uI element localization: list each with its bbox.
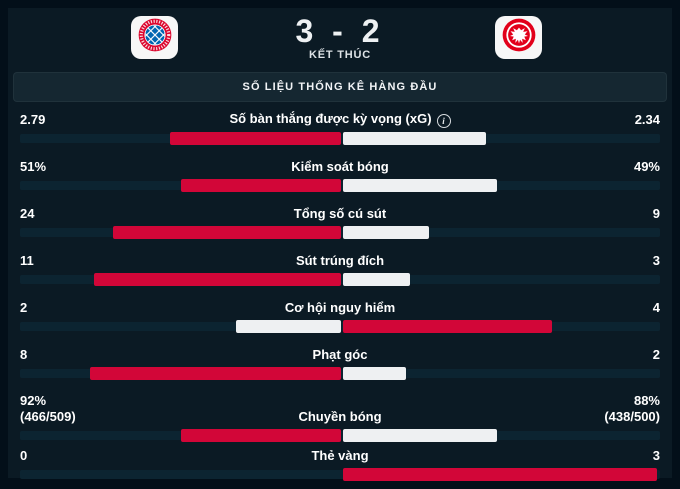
stat-row: 11 Sút trúng đích 3 xyxy=(8,247,672,294)
stat-home-main: 0 xyxy=(20,448,28,463)
stat-row: 2.79 Số bàn thắng được kỳ vọng (xG) i 2.34 xyxy=(8,106,672,153)
stat-bar-away xyxy=(343,132,486,145)
stat-label: Số bàn thắng được kỳ vọng (xG) i xyxy=(8,111,672,128)
stat-label: Thẻ vàng xyxy=(311,448,369,463)
stat-row: 2 Cơ hội nguy hiểm 4 xyxy=(8,294,672,341)
stats-rows: 2.79 Số bàn thắng được kỳ vọng (xG) i 2.34 5… xyxy=(8,106,672,489)
stat-bar-home xyxy=(236,320,341,333)
stat-bar xyxy=(20,468,660,482)
stat-bar-away xyxy=(343,320,552,333)
stat-label: Kiểm soát bóng xyxy=(291,159,389,174)
stat-bar-away xyxy=(343,179,497,192)
stat-home-value: 24 xyxy=(20,206,34,222)
stat-away-value: 49% xyxy=(634,159,660,175)
stat-bar-away xyxy=(343,273,410,286)
stat-bar xyxy=(20,367,660,381)
stat-bar-home xyxy=(113,226,341,239)
stat-away-main: 3 xyxy=(652,448,660,463)
stat-bar xyxy=(20,273,660,287)
stat-home-value: 2.79 xyxy=(20,112,45,128)
stat-bar xyxy=(20,429,660,443)
stat-away-main: 49% xyxy=(633,159,660,174)
stat-home-sub: (466/509) xyxy=(20,409,76,424)
stat-home-main: 92% xyxy=(20,393,47,408)
stat-bar-home xyxy=(170,132,341,145)
stat-away-sub: (438/500) xyxy=(604,409,660,424)
stat-label: Sút trúng đích xyxy=(295,253,385,268)
stat-row: 8 Phạt góc 2 xyxy=(8,341,672,388)
stat-away-main: 9 xyxy=(652,206,660,221)
bayern-munich-crest-icon xyxy=(136,16,174,59)
info-icon[interactable]: i xyxy=(436,114,451,128)
match-stats-widget: 3 - 2 KẾT THÚC SỐ LIỆU THỐNG KÊ HÀNG ĐẦU… xyxy=(8,8,672,481)
scoreboard: 3 - 2 KẾT THÚC xyxy=(8,12,672,70)
stat-away-value: 88% (438/500) xyxy=(604,393,660,425)
stat-home-value: 11 xyxy=(20,253,34,269)
stat-home-main: 51% xyxy=(20,159,47,174)
stats-section-header: SỐ LIỆU THỐNG KÊ HÀNG ĐẦU xyxy=(13,72,667,102)
stat-away-value: 9 xyxy=(653,206,660,222)
stat-label: Tổng số cú sút xyxy=(293,206,387,221)
away-team-logo[interactable] xyxy=(495,16,542,59)
stat-row: 51% Kiểm soát bóng 49% xyxy=(8,153,672,200)
stat-bar xyxy=(20,132,660,146)
stat-bar-away xyxy=(343,429,497,442)
stat-label: Cơ hội nguy hiểm xyxy=(284,300,396,315)
stat-home-main: 2 xyxy=(20,300,28,315)
stat-home-value: 0 xyxy=(20,448,27,464)
stat-bar-away xyxy=(343,367,406,380)
match-status: KẾT THÚC xyxy=(308,49,371,61)
stat-bar xyxy=(20,320,660,334)
stat-away-main: 4 xyxy=(652,300,660,315)
stat-away-value: 3 xyxy=(653,448,660,464)
stat-home-main: 11 xyxy=(20,253,34,268)
stat-row: 24 Tổng số cú sút 9 xyxy=(8,200,672,247)
stat-bar-home xyxy=(90,367,341,380)
stat-home-value: 2 xyxy=(20,300,27,316)
stat-away-value: 2.34 xyxy=(635,112,660,128)
stat-row: 92% (466/509) Chuyền bóng 88% (438/500) xyxy=(8,388,672,442)
stat-away-main: 2 xyxy=(652,347,660,362)
stat-home-main: 2.79 xyxy=(20,112,46,127)
stat-label: Chuyền bóng xyxy=(298,409,382,424)
stat-away-main: 3 xyxy=(652,253,660,268)
stat-away-value: 2 xyxy=(653,347,660,363)
stat-away-value: 4 xyxy=(653,300,660,316)
stat-bar xyxy=(20,226,660,240)
stat-label: Phạt góc xyxy=(312,347,368,362)
stat-away-main: 88% xyxy=(633,393,660,408)
stats-section-title: SỐ LIỆU THỐNG KÊ HÀNG ĐẦU xyxy=(242,81,438,93)
stat-bar-home xyxy=(94,273,341,286)
home-team-logo[interactable] xyxy=(131,16,178,59)
stat-home-value: 92% (466/509) xyxy=(20,393,76,425)
stat-home-main: 24 xyxy=(20,206,35,221)
stat-bar-away xyxy=(343,226,429,239)
stat-home-main: 8 xyxy=(20,347,28,362)
stat-away-value: 3 xyxy=(653,253,660,269)
eintracht-frankfurt-crest-icon xyxy=(500,16,538,59)
stat-bar xyxy=(20,179,660,193)
stat-away-main: 2.34 xyxy=(634,112,660,127)
stat-bar-track xyxy=(20,470,660,479)
stat-home-value: 8 xyxy=(20,347,27,363)
stat-bar-home xyxy=(181,429,341,442)
stat-row: 0 Thẻ vàng 3 xyxy=(8,442,672,489)
stat-bar-home xyxy=(181,179,341,192)
stat-bar-away xyxy=(343,468,657,481)
match-score: 3 - 2 xyxy=(295,13,385,49)
stat-home-value: 51% xyxy=(20,159,46,175)
